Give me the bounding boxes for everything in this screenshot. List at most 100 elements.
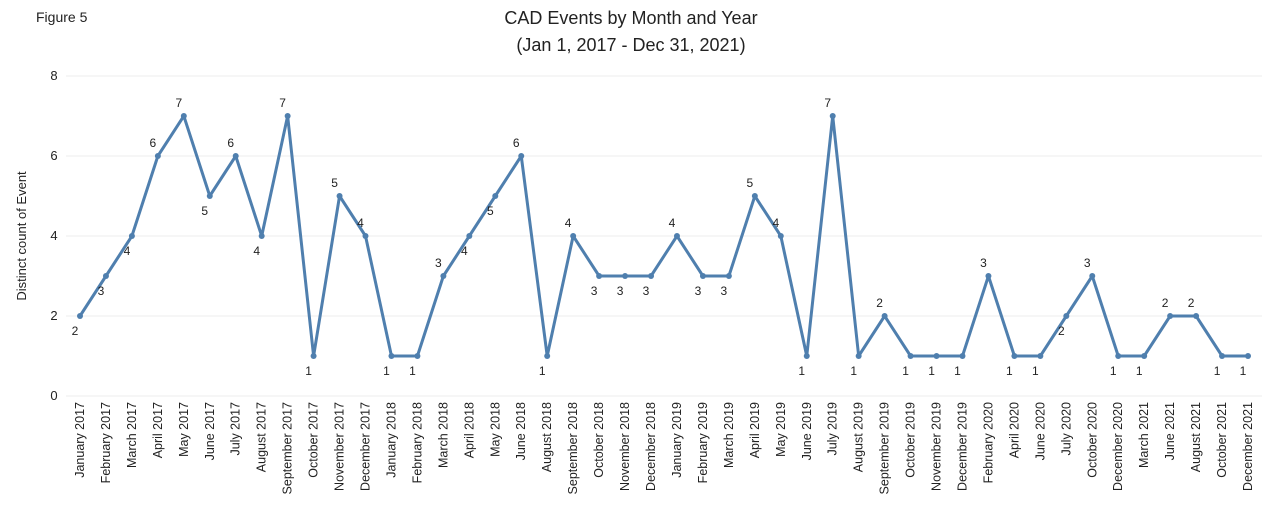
x-tick-label: February 2020	[981, 402, 995, 483]
x-tick-label: October 2020	[1085, 402, 1099, 478]
data-label: 6	[513, 136, 520, 150]
point	[310, 353, 317, 359]
x-tick-label: May 2018	[488, 402, 502, 457]
data-label: 1	[409, 364, 416, 378]
line	[78, 114, 1248, 358]
point	[881, 313, 888, 319]
x-tick-label: February 2019	[696, 402, 710, 483]
data-label: 1	[539, 364, 546, 378]
data-label: 6	[150, 136, 157, 150]
data-label: 1	[1110, 364, 1117, 378]
point	[466, 233, 473, 239]
point	[596, 273, 603, 279]
point	[102, 273, 109, 279]
x-tick-label: January 2017	[73, 402, 87, 478]
x-tick-label: July 2019	[826, 402, 840, 456]
point	[258, 233, 265, 239]
x-tick-label: December 2017	[359, 402, 373, 491]
data-label: 4	[357, 216, 364, 230]
data-label: 1	[954, 364, 961, 378]
data-label: 2	[1188, 296, 1195, 310]
x-tick-label: June 2019	[800, 402, 814, 460]
y-tick-label: 8	[50, 68, 57, 83]
x-tick-label: June 2018	[514, 402, 528, 460]
x-tick-label: December 2018	[644, 402, 658, 491]
data-label: 3	[617, 284, 624, 298]
point	[1011, 353, 1018, 359]
data-label: 4	[565, 216, 572, 230]
point	[232, 153, 239, 159]
data-label: 2	[1058, 324, 1065, 338]
data-label: 1	[1240, 364, 1247, 378]
point	[336, 193, 343, 199]
x-tick-label: April 2018	[462, 402, 476, 458]
data-label: 1	[1214, 364, 1221, 378]
point	[829, 113, 836, 119]
data-label: 1	[383, 364, 390, 378]
data-label: 7	[824, 96, 831, 110]
data-label: 1	[1136, 364, 1143, 378]
x-tick-label: June 2020	[1033, 402, 1047, 460]
x-tick-label: February 2017	[99, 402, 113, 483]
data-label: 4	[253, 244, 260, 258]
point	[803, 353, 810, 359]
x-tick-label: March 2018	[436, 402, 450, 468]
data-label: 3	[435, 256, 442, 270]
point	[1115, 353, 1122, 359]
point	[959, 353, 966, 359]
chart-subtitle: (Jan 1, 2017 - Dec 31, 2021)	[516, 35, 745, 55]
data-label: 5	[201, 204, 208, 218]
data-label: 3	[695, 284, 702, 298]
x-tick-label: May 2019	[774, 402, 788, 457]
data-label: 6	[227, 136, 234, 150]
data-label: 2	[72, 324, 79, 338]
point	[1167, 313, 1174, 319]
x-tick-label: May 2017	[177, 402, 191, 457]
point	[985, 273, 992, 279]
point	[751, 193, 758, 199]
point	[907, 353, 914, 359]
data-label: 3	[980, 256, 987, 270]
x-tick-label: June 2021	[1163, 402, 1177, 460]
point	[284, 113, 291, 119]
data-label: 4	[772, 216, 779, 230]
x-tick-label: November 2018	[618, 402, 632, 491]
point	[180, 113, 187, 119]
data-label: 3	[591, 284, 598, 298]
point	[414, 353, 421, 359]
data-label: 1	[1032, 364, 1039, 378]
data-label: 3	[1084, 256, 1091, 270]
x-tick-label: April 2019	[748, 402, 762, 458]
point	[128, 233, 135, 239]
y-tick-label: 0	[50, 388, 57, 403]
data-label: 7	[175, 96, 182, 110]
point	[1193, 313, 1200, 319]
point	[1141, 353, 1148, 359]
point	[1219, 353, 1226, 359]
x-tick-label: July 2020	[1059, 402, 1073, 456]
point	[855, 353, 862, 359]
x-tick-label: November 2019	[930, 402, 944, 491]
point	[388, 353, 395, 359]
point	[570, 233, 577, 239]
point	[1063, 313, 1070, 319]
x-tick-label: October 2019	[904, 402, 918, 478]
point	[673, 233, 680, 239]
data-label: 1	[902, 364, 909, 378]
y-tick-label: 6	[50, 148, 57, 163]
x-tick-label: March 2021	[1137, 402, 1151, 468]
point	[440, 273, 447, 279]
x-tick-label: March 2017	[125, 402, 139, 468]
data-label: 2	[1162, 296, 1169, 310]
x-tick-label: February 2018	[410, 402, 424, 483]
x-tick-label: April 2017	[151, 402, 165, 458]
point	[699, 273, 706, 279]
data-label: 1	[798, 364, 805, 378]
point	[77, 313, 83, 319]
x-tick-label: March 2019	[722, 402, 736, 468]
x-tick-label: August 2018	[540, 402, 554, 472]
point	[362, 233, 369, 239]
x-tick-label: January 2018	[384, 402, 398, 478]
y-tick-label: 4	[50, 228, 57, 243]
x-tick-label: September 2017	[281, 402, 295, 494]
